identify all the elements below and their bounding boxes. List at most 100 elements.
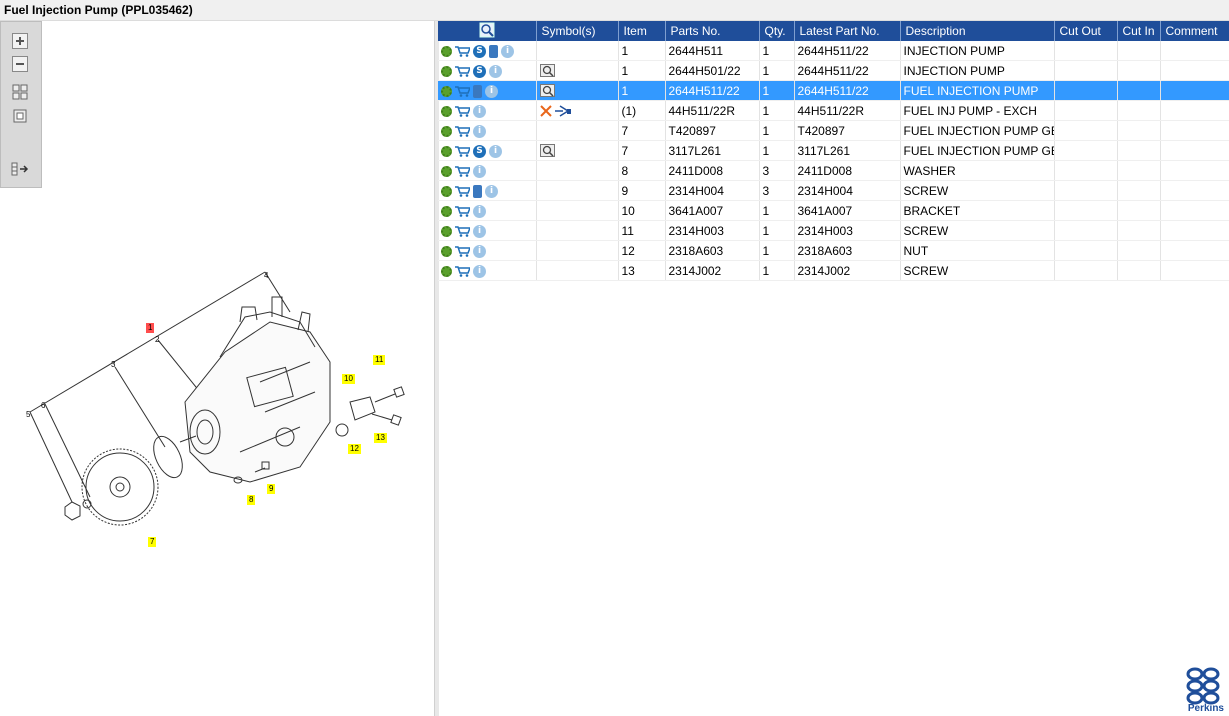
gear-icon[interactable] (441, 65, 452, 77)
cart-icon[interactable] (455, 183, 473, 197)
cut-in-cell (1117, 200, 1161, 221)
callout-7[interactable]: 7 (148, 537, 157, 547)
service-icon[interactable]: S (473, 144, 486, 158)
magnifier-icon[interactable] (539, 143, 559, 157)
info-icon[interactable]: i (473, 164, 486, 178)
info-icon[interactable]: i (489, 144, 502, 158)
cart-icon[interactable] (455, 43, 473, 57)
info-icon[interactable]: i (485, 84, 498, 98)
callout-11[interactable]: 11 (373, 355, 386, 365)
cut-in-cell (1117, 140, 1161, 161)
hotspot-list-icon[interactable] (11, 160, 29, 178)
cart-icon[interactable] (455, 123, 473, 137)
parts-no-cell: 2644H501/22 (665, 60, 760, 81)
cut-out-cell (1054, 180, 1118, 201)
info-icon[interactable]: i (473, 244, 486, 258)
comment-cell (1160, 240, 1229, 261)
column-header-symbols[interactable]: Symbol(s) (536, 21, 619, 41)
cart-icon[interactable] (455, 223, 473, 237)
cart-icon[interactable] (455, 63, 473, 77)
row-actions-cell: i (438, 100, 537, 121)
cart-icon[interactable] (455, 83, 473, 97)
callout-12[interactable]: 12 (348, 444, 361, 454)
gear-icon[interactable] (441, 245, 452, 257)
service-icon[interactable]: S (473, 44, 486, 58)
latest-part-no-cell: 2411D008 (794, 160, 901, 181)
column-header-comment[interactable]: Comment (1160, 21, 1229, 41)
column-header-latest-part-no[interactable]: Latest Part No. (794, 21, 901, 41)
table-row[interactable]: i 10 3641A007 1 3641A007 BRACKET (438, 200, 1229, 221)
document-icon[interactable] (489, 44, 498, 58)
info-icon[interactable]: i (473, 124, 486, 138)
symbols-cell (536, 41, 619, 61)
pane-splitter[interactable] (434, 21, 439, 716)
cart-icon[interactable] (455, 163, 473, 177)
gear-icon[interactable] (441, 265, 452, 277)
configuration-icon[interactable] (441, 45, 452, 57)
table-row[interactable]: i 12 2318A603 1 2318A603 NUT (438, 240, 1229, 261)
gear-icon[interactable] (441, 85, 452, 97)
cart-icon[interactable] (455, 143, 473, 157)
cart-icon[interactable] (455, 243, 473, 257)
callout-1[interactable]: 1 (146, 323, 155, 333)
column-header-description[interactable]: Description (900, 21, 1055, 41)
exchange-icon[interactable] (554, 103, 576, 117)
superseded-cross-icon[interactable] (539, 103, 555, 117)
gear-icon[interactable] (441, 105, 452, 117)
fit-all-icon[interactable] (11, 83, 29, 101)
cut-in-cell (1117, 120, 1161, 141)
table-row[interactable]: i 1 2644H511/22 1 2644H511/22 FUEL INJECTION … (438, 80, 1229, 101)
callout-10[interactable]: 10 (342, 374, 355, 384)
column-header-qty[interactable]: Qty. (759, 21, 795, 41)
table-row[interactable]: i 11 2314H003 1 2314H003 SCREW (438, 220, 1229, 241)
exploded-parts-diagram[interactable]: 1 2 3 4 5 6 7 8 9 10 11 12 13 (10, 262, 420, 565)
magnifier-icon[interactable] (539, 63, 559, 77)
gear-icon[interactable] (441, 225, 452, 237)
column-header-item[interactable]: Item (618, 21, 666, 41)
info-icon[interactable]: i (473, 264, 486, 278)
callout-9[interactable]: 9 (267, 484, 276, 494)
search-parts-icon[interactable] (479, 22, 495, 38)
cart-icon[interactable] (455, 103, 473, 117)
gear-icon[interactable] (441, 205, 452, 217)
column-header-parts-no[interactable]: Parts No. (665, 21, 760, 41)
symbols-cell (536, 200, 619, 221)
zoom-in-icon[interactable] (11, 32, 29, 50)
table-row[interactable]: i 9 2314H004 3 2314H004 SCREW (438, 180, 1229, 201)
zoom-out-icon[interactable] (11, 55, 29, 73)
cart-icon[interactable] (455, 263, 473, 277)
parts-no-cell: 2314J002 (665, 260, 760, 281)
callout-8[interactable]: 8 (247, 495, 256, 505)
gear-icon[interactable] (441, 165, 452, 177)
column-header-actions[interactable] (438, 21, 537, 41)
table-row[interactable]: i 8 2411D008 3 2411D008 WASHER (438, 160, 1229, 181)
document-icon[interactable] (473, 84, 482, 98)
info-icon[interactable]: i (473, 204, 486, 218)
info-icon[interactable]: i (501, 44, 514, 58)
info-icon[interactable]: i (485, 184, 498, 198)
info-icon[interactable]: i (489, 64, 502, 78)
table-row[interactable]: i 13 2314J002 1 2314J002 SCREW (438, 260, 1229, 281)
magnifier-icon[interactable] (539, 83, 559, 97)
cut-out-cell (1054, 100, 1118, 121)
cut-out-cell (1054, 120, 1118, 141)
parts-no-cell: T420897 (665, 120, 760, 141)
gear-icon[interactable] (441, 125, 452, 137)
column-header-cut-out[interactable]: Cut Out (1054, 21, 1118, 41)
column-header-cut-in[interactable]: Cut In (1117, 21, 1161, 41)
cart-icon[interactable] (455, 203, 473, 217)
symbols-cell (536, 80, 619, 101)
table-row[interactable]: i (1) 44H511/22R 1 44H511/22R FUEL INJ PUMP -… (438, 100, 1229, 121)
info-icon[interactable]: i (473, 104, 486, 118)
callout-13[interactable]: 13 (374, 433, 387, 443)
info-icon[interactable]: i (473, 224, 486, 238)
document-icon[interactable] (473, 184, 482, 198)
gear-icon[interactable] (441, 145, 452, 157)
gear-icon[interactable] (441, 185, 452, 197)
fit-window-icon[interactable] (11, 107, 29, 125)
service-icon[interactable]: S (473, 64, 486, 78)
